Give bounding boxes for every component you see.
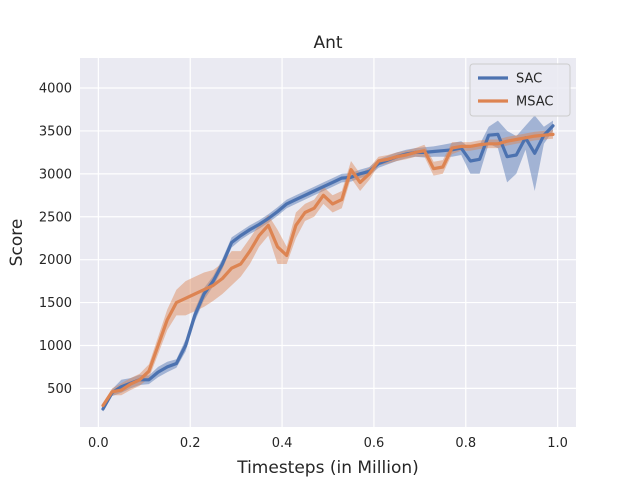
y-tick-label: 2500 bbox=[39, 210, 72, 225]
confidence-bands bbox=[103, 115, 553, 412]
y-axis-ticks: 500 1000 1500 2000 2500 3000 3500 4000 bbox=[39, 82, 72, 397]
x-tick-label: 1.0 bbox=[547, 436, 568, 451]
y-tick-label: 500 bbox=[47, 382, 72, 397]
y-tick-label: 3000 bbox=[39, 167, 72, 182]
confidence-band-sac bbox=[103, 115, 553, 412]
x-axis-ticks: 0.0 0.2 0.4 0.6 0.8 1.0 bbox=[88, 436, 568, 451]
x-tick-label: 0.8 bbox=[455, 436, 476, 451]
y-tick-label: 2000 bbox=[39, 253, 72, 268]
y-tick-label: 4000 bbox=[39, 82, 72, 97]
y-tick-label: 1500 bbox=[39, 296, 72, 311]
legend: SAC MSAC bbox=[469, 63, 571, 117]
x-axis-title: Timesteps (in Million) bbox=[236, 458, 419, 478]
legend-label-sac: SAC bbox=[516, 72, 542, 87]
chart-title: Ant bbox=[313, 33, 342, 53]
x-tick-label: 0.6 bbox=[364, 436, 385, 451]
plot-area bbox=[80, 58, 576, 427]
y-tick-label: 1000 bbox=[39, 339, 72, 354]
series-line-sac bbox=[101, 124, 555, 411]
series-lines bbox=[101, 124, 555, 411]
x-tick-label: 0.2 bbox=[180, 436, 201, 451]
x-tick-label: 0.4 bbox=[272, 436, 293, 451]
x-tick-label: 0.0 bbox=[88, 436, 109, 451]
y-tick-label: 3500 bbox=[39, 124, 72, 139]
series-line-msac bbox=[101, 132, 555, 408]
y-axis-title: Score bbox=[7, 219, 27, 267]
grid-lines bbox=[80, 58, 576, 427]
legend-label-msac: MSAC bbox=[516, 95, 553, 110]
